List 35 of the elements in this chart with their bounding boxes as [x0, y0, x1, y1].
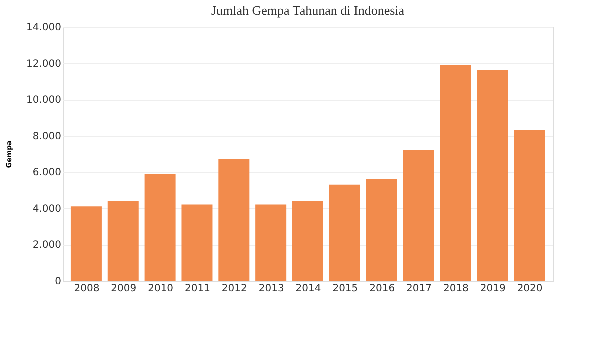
bar	[403, 150, 434, 281]
x-tick-label: 2019	[480, 284, 506, 294]
x-tick-label: 2017	[406, 284, 432, 294]
x-tick-label: 2013	[258, 284, 284, 294]
x-tick-label: 2014	[296, 284, 322, 294]
y-tick-label: 12.000	[26, 58, 62, 70]
y-tick-label: 6.000	[32, 168, 62, 179]
bar	[108, 201, 139, 281]
y-tick-label: 8.000	[32, 131, 62, 142]
x-tick-label: 2011	[185, 284, 210, 294]
x-tick-label: 2016	[370, 284, 396, 294]
x-tick-label: 2008	[74, 284, 100, 294]
y-tick-label: 10.000	[26, 95, 62, 106]
bar	[292, 201, 324, 281]
x-tick-label: 2009	[111, 284, 137, 294]
bar	[256, 204, 287, 281]
bar	[366, 179, 398, 281]
x-tick-label: 2010	[148, 284, 174, 294]
bar	[329, 184, 360, 281]
x-tick-label: 2020	[517, 284, 543, 294]
y-tick-label: 0	[55, 276, 62, 288]
bar	[440, 65, 472, 281]
y-tick-label: 4.000	[32, 204, 62, 215]
bar	[70, 206, 102, 281]
chart-title: Jumlah Gempa Tahunan di Indonesia	[211, 3, 405, 18]
x-tick-label: 2012	[222, 284, 248, 294]
x-tick-label: 2018	[443, 284, 469, 294]
bar	[477, 70, 508, 281]
y-tick-label: 2.000	[32, 240, 62, 252]
bar	[182, 204, 213, 281]
bar	[144, 174, 176, 281]
y-tick-label: 14.000	[26, 22, 62, 34]
bar	[514, 130, 546, 281]
x-tick-label: 2015	[332, 284, 358, 294]
bar	[218, 159, 250, 281]
